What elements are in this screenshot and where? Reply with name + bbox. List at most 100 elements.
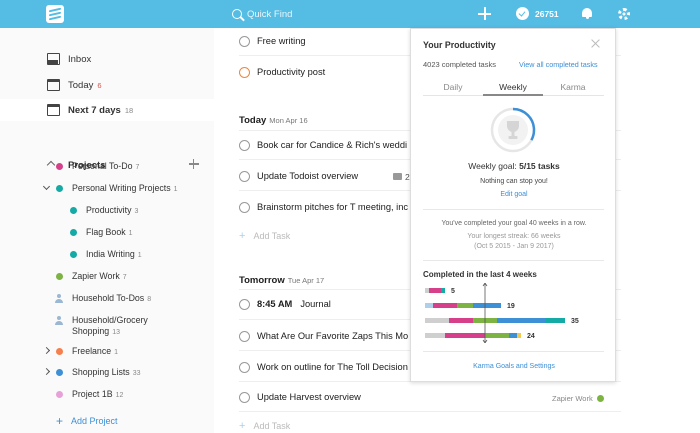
productivity-tabs: Daily Weekly Karma [423, 80, 604, 96]
task-checkbox[interactable] [239, 362, 250, 373]
projects-header[interactable]: Projects [0, 156, 214, 176]
quick-find-search[interactable]: Quick Find [232, 7, 292, 21]
task-project-tag[interactable]: Zapier Work [552, 394, 604, 403]
sidebar-item-inbox[interactable]: Inbox [0, 48, 214, 70]
tab-weekly[interactable]: Weekly [499, 82, 527, 92]
last-4-weeks-title: Completed in the last 4 weeks [423, 270, 537, 279]
task-title: What Are Our Favorite Zaps This Mo [257, 331, 409, 341]
task-time: 8:45 AM [257, 299, 293, 309]
task-checkbox[interactable] [239, 331, 250, 342]
task-item[interactable]: Update Todoist overview 2 [239, 170, 659, 186]
bar-segment [473, 303, 501, 308]
close-icon[interactable] [591, 39, 600, 48]
task-item[interactable]: Work on outline for The Toll Decision [239, 361, 659, 377]
productivity-panel: Your Productivity 4023 completed tasks V… [410, 28, 616, 382]
karma-button[interactable]: 26751 [516, 7, 559, 20]
weekly-goal-progress-ring [490, 107, 536, 153]
section-title: Today [239, 115, 267, 126]
divider [423, 260, 604, 261]
edit-goal-link[interactable]: Edit goal [500, 191, 528, 198]
bar-total-label: 35 [571, 318, 579, 325]
plus-icon: + [239, 230, 246, 242]
project-color-dot [70, 229, 77, 236]
sidebar-item-next-7-days[interactable]: Next 7 days 18 [0, 99, 214, 121]
bar-segment [497, 318, 545, 323]
project-color-dot [56, 185, 63, 192]
comment-count-value: 2 [405, 172, 410, 182]
settings-gear-icon[interactable] [618, 8, 630, 20]
bar-segment [545, 318, 565, 323]
task-item[interactable]: Book car for Candice & Rich's weddi [239, 139, 659, 155]
sidebar-item-label: Today [68, 79, 94, 91]
notifications-bell-icon[interactable] [582, 8, 592, 19]
project-name: Personal To-Do [72, 161, 133, 171]
project-name: Zapier Work [72, 271, 120, 281]
longest-streak-dates: (Oct 5 2015 - Jan 9 2017) [474, 243, 554, 250]
project-count: 12 [115, 392, 124, 399]
add-task-label: Add Task [253, 421, 291, 431]
chevron-up-icon[interactable] [46, 160, 56, 170]
project-color-dot [70, 251, 77, 258]
task-checkbox[interactable] [239, 67, 250, 78]
tab-karma[interactable]: Karma [560, 82, 586, 92]
chevron-right-icon[interactable] [42, 346, 51, 355]
add-task-button[interactable]: + Add Task [239, 420, 290, 432]
section-date: Tue Apr 17 [287, 276, 325, 285]
task-item[interactable]: Brainstorm pitches for T meeting, inc [239, 201, 659, 217]
task-checkbox[interactable] [239, 36, 250, 47]
task-project-name: Zapier Work [552, 394, 593, 403]
sidebar: Inbox Today 6 Next 7 days 18 Projects Pers… [0, 28, 214, 433]
task-checkbox[interactable] [239, 299, 250, 310]
project-count: 1 [137, 252, 142, 259]
task-checkbox[interactable] [239, 202, 250, 213]
add-task-label: Add Task [253, 231, 291, 241]
add-project-label: Add Project [71, 416, 118, 426]
completed-tasks-count: 4023 completed tasks [423, 60, 496, 69]
task-item[interactable]: 8:45 AM Journal [239, 298, 659, 314]
todoist-logo-icon[interactable] [46, 5, 64, 23]
task-item[interactable]: What Are Our Favorite Zaps This Mo [239, 330, 659, 346]
karma-points: 26751 [535, 8, 559, 19]
project-color-dot [596, 395, 604, 402]
chevron-right-icon[interactable] [42, 367, 51, 376]
weekly-goal-value: 5/15 tasks [519, 161, 560, 171]
active-tab-indicator [483, 94, 543, 96]
tab-daily[interactable]: Daily [443, 82, 463, 92]
divider [239, 411, 621, 412]
project-color-dot [56, 273, 63, 280]
projects-label: Projects [68, 160, 106, 171]
project-color-dot [56, 391, 63, 398]
calendar-week-icon [47, 104, 60, 116]
task-checkbox[interactable] [239, 171, 250, 182]
add-task-button[interactable]: + Add Task [239, 230, 290, 242]
section-today: Today Mon Apr 16 [239, 115, 308, 126]
divider [423, 351, 604, 352]
chevron-down-icon[interactable] [42, 182, 51, 191]
project-count: 1 [128, 230, 133, 237]
comment-count[interactable]: 2 [393, 172, 410, 182]
project-name: Productivity [86, 205, 132, 215]
plus-icon: + [56, 414, 64, 428]
project-count: 7 [122, 274, 127, 281]
task-checkbox[interactable] [239, 140, 250, 151]
project-name: Personal Writing Projects [72, 183, 171, 193]
project-color-dot [56, 163, 63, 170]
bar-segment [445, 333, 485, 338]
add-task-plus-icon[interactable] [478, 7, 491, 20]
add-project-button[interactable]: + Add Project [56, 413, 118, 428]
task-title: Book car for Candice & Rich's weddi [257, 140, 408, 150]
task-item[interactable]: Productivity post [239, 66, 659, 82]
sidebar-item-today[interactable]: Today 6 [0, 74, 214, 96]
bar-segment [509, 333, 517, 338]
project-count: 3 [134, 208, 139, 215]
view-all-completed-link[interactable]: View all completed tasks [519, 60, 598, 69]
project-count: 33 [132, 370, 141, 377]
project-name-line2: Shopping [72, 326, 110, 336]
search-input[interactable]: Quick Find [247, 8, 293, 20]
task-item[interactable]: Free writing [239, 35, 659, 51]
add-project-plus-icon[interactable] [189, 159, 199, 169]
karma-goals-settings-link[interactable]: Karma Goals and Settings [473, 363, 555, 370]
calendar-today-icon [47, 79, 60, 91]
task-checkbox[interactable] [239, 392, 250, 403]
task-item[interactable]: Update Harvest overview [239, 391, 659, 407]
